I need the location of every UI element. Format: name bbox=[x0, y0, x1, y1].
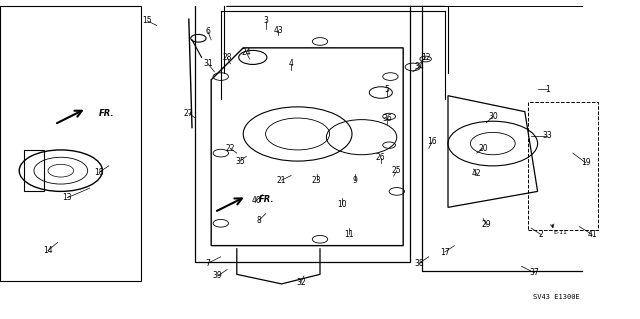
Text: 41: 41 bbox=[587, 230, 597, 239]
Text: 4: 4 bbox=[289, 59, 294, 68]
Text: 7: 7 bbox=[205, 259, 211, 268]
Text: 14: 14 bbox=[43, 246, 53, 255]
Text: 30: 30 bbox=[488, 112, 498, 121]
Text: FR.: FR. bbox=[99, 109, 115, 118]
Text: 3: 3 bbox=[263, 16, 268, 25]
Text: 36: 36 bbox=[382, 114, 392, 122]
Text: 19: 19 bbox=[580, 158, 591, 167]
Text: 11: 11 bbox=[344, 230, 353, 239]
Text: 8: 8 bbox=[257, 216, 262, 225]
Text: 33: 33 bbox=[542, 131, 552, 140]
Text: 1: 1 bbox=[545, 85, 550, 94]
Text: 6: 6 bbox=[205, 27, 211, 36]
Text: 35: 35 bbox=[235, 157, 245, 166]
Text: 32: 32 bbox=[296, 278, 306, 287]
Text: 9: 9 bbox=[353, 176, 358, 185]
Text: FR.: FR. bbox=[259, 195, 275, 204]
Text: 42: 42 bbox=[472, 169, 482, 178]
Text: 40: 40 bbox=[251, 197, 261, 205]
Text: 2: 2 bbox=[538, 230, 543, 239]
Text: 13: 13 bbox=[62, 193, 72, 202]
Text: 27: 27 bbox=[184, 109, 194, 118]
Text: 18: 18 bbox=[95, 168, 104, 177]
Text: E-11: E-11 bbox=[553, 230, 567, 235]
Text: 34: 34 bbox=[414, 63, 424, 71]
Text: 37: 37 bbox=[529, 268, 540, 277]
Text: 21: 21 bbox=[277, 176, 286, 185]
Text: 39: 39 bbox=[212, 271, 223, 280]
Text: 29: 29 bbox=[481, 220, 492, 229]
Text: 15: 15 bbox=[142, 16, 152, 25]
Text: 38: 38 bbox=[414, 259, 424, 268]
Text: 12: 12 bbox=[421, 53, 430, 62]
Text: 23: 23 bbox=[312, 176, 322, 185]
Text: 26: 26 bbox=[376, 153, 386, 162]
Text: 43: 43 bbox=[273, 26, 284, 35]
Text: 5: 5 bbox=[385, 85, 390, 94]
Text: 31: 31 bbox=[203, 59, 213, 68]
Text: 25: 25 bbox=[392, 166, 402, 175]
Text: 28: 28 bbox=[223, 53, 232, 62]
Text: 17: 17 bbox=[440, 248, 450, 256]
Text: SV43 E1300E: SV43 E1300E bbox=[533, 294, 580, 300]
Text: 24: 24 bbox=[241, 48, 252, 57]
Text: 22: 22 bbox=[226, 144, 235, 153]
Text: 10: 10 bbox=[337, 200, 348, 209]
Text: 16: 16 bbox=[427, 137, 437, 146]
Text: 20: 20 bbox=[478, 144, 488, 153]
